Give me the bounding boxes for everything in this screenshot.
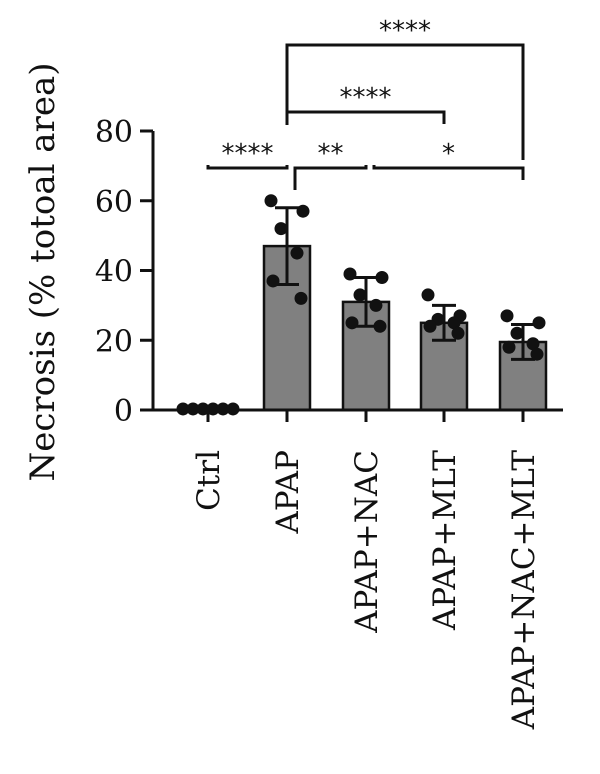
significance-bracket — [285, 43, 525, 160]
data-point — [530, 347, 544, 361]
x-tick-label: APAP — [270, 450, 306, 535]
significance-bracket — [285, 110, 446, 125]
data-point — [373, 319, 387, 333]
x-tick-label: APAP+MLT — [427, 450, 463, 631]
data-point — [526, 337, 540, 351]
data-point — [345, 316, 359, 330]
x-tick-label: Ctrl — [191, 450, 227, 511]
y-axis: 0 20 40 60 80 — [95, 115, 155, 429]
y-tick-label: 0 — [114, 394, 133, 429]
data-point — [290, 246, 304, 260]
data-point — [510, 326, 524, 340]
data-point — [266, 274, 280, 288]
data-point — [296, 204, 310, 218]
data-point — [375, 270, 389, 284]
data-point — [264, 194, 278, 208]
significance-label: ** — [318, 139, 344, 169]
significance-bracket — [372, 165, 525, 180]
x-tick-label: APAP+NAC — [349, 450, 385, 634]
x-tick-label: APAP+NAC+MLT — [506, 450, 542, 731]
data-point — [532, 316, 546, 330]
significance-bracket — [206, 165, 289, 170]
data-point — [423, 319, 437, 333]
data-point — [274, 222, 288, 236]
x-axis: Ctrl APAP APAP+NAC APAP+MLT APAP+NAC+MLT — [153, 408, 563, 731]
significance-brackets: **** ** ********* — [206, 16, 525, 190]
y-tick-label: 80 — [95, 115, 133, 150]
significance-label: * — [442, 139, 455, 169]
significance-label: **** — [222, 139, 274, 169]
data-point — [343, 267, 357, 281]
y-axis-title: Necrosis (% totoal area) — [23, 63, 63, 482]
bars — [183, 244, 548, 412]
data-point — [353, 288, 367, 302]
significance-bracket — [293, 165, 368, 190]
data-point — [500, 309, 514, 323]
significance-label: **** — [379, 16, 431, 46]
data-point — [451, 326, 465, 340]
data-point — [421, 288, 435, 302]
data-point — [502, 340, 516, 354]
significance-label: **** — [340, 83, 392, 113]
data-point — [369, 298, 383, 312]
error-bars — [275, 206, 535, 361]
y-tick-label: 20 — [95, 324, 133, 359]
data-point — [447, 316, 461, 330]
y-tick-label: 60 — [95, 185, 133, 220]
y-tick-label: 40 — [95, 255, 133, 290]
data-point — [294, 291, 308, 305]
